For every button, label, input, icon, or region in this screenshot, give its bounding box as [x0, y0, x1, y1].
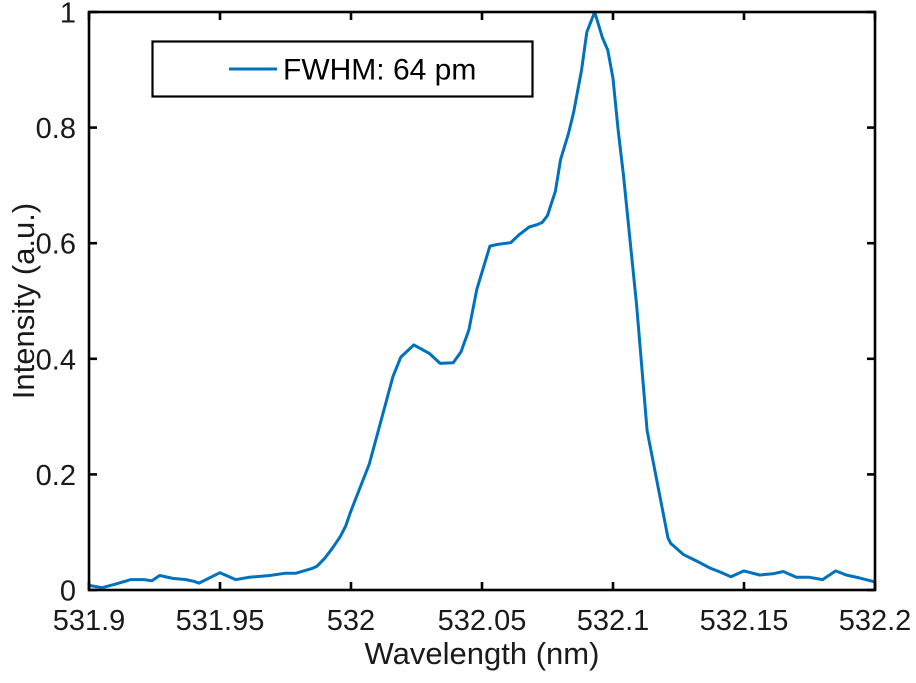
- y-tick-label: 0.4: [36, 344, 76, 376]
- x-tick-label: 532.1: [577, 605, 650, 637]
- x-tick-label: 532.05: [438, 605, 527, 637]
- x-tick-label: 532.15: [700, 605, 789, 637]
- x-tick-label: 532: [327, 605, 375, 637]
- y-tick-label: 0.2: [36, 460, 76, 492]
- x-axis-title: Wavelength (nm): [365, 636, 600, 671]
- legend-label: FWHM: 64 pm: [283, 54, 476, 87]
- plot-border: [87, 10, 877, 592]
- y-tick-label: 0: [60, 576, 76, 608]
- y-tick-label: 1: [60, 0, 76, 30]
- axis-ticks: 531.9 531.95 532 532.05 532.1 532.15 532.2 0 0.2…: [36, 0, 912, 637]
- series-line-fwhm: [87, 10, 877, 590]
- legend-box: [151, 40, 534, 98]
- y-axis-title: Intensity (a.u.): [6, 203, 41, 399]
- y-tick-label: 0.8: [36, 113, 76, 145]
- x-tick-label: 531.95: [176, 605, 265, 637]
- x-tick-label: 532.2: [839, 605, 912, 637]
- legend: FWHM: 64 pm: [151, 40, 534, 98]
- y-tick-label: 0.6: [36, 229, 76, 261]
- x-tick-label: 531.9: [53, 605, 126, 637]
